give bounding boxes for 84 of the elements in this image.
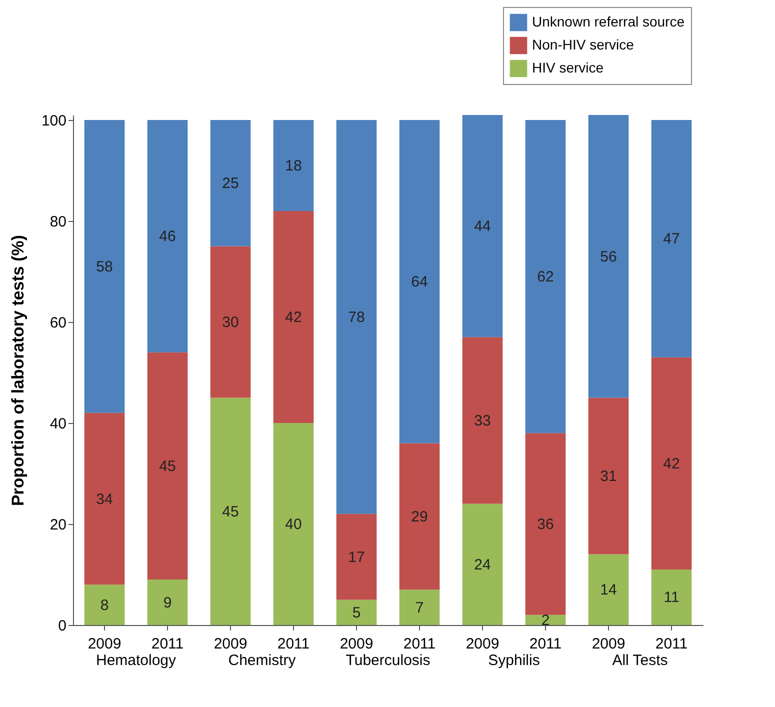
y-axis-title: Proportion of laboratory tests (%) — [8, 234, 28, 506]
bar — [147, 120, 188, 352]
data-label: 9 — [163, 594, 172, 612]
x-tick-label: 2009 — [214, 636, 248, 652]
bar — [399, 590, 440, 625]
data-label: 42 — [285, 308, 302, 326]
text: Syphilis — [488, 652, 540, 669]
data-label: 7 — [415, 599, 424, 616]
y-tick-label: 80 — [50, 214, 66, 231]
data-label: 45 — [159, 458, 176, 475]
data-label: 64 — [411, 274, 428, 291]
bar — [399, 443, 440, 590]
x-tick-label: 2011 — [655, 636, 688, 652]
data-label: 62 — [537, 268, 554, 286]
bar — [84, 120, 125, 413]
data-label: 45 — [222, 503, 239, 520]
bar — [273, 423, 314, 625]
bar — [525, 120, 566, 434]
bar — [588, 398, 629, 554]
bar — [588, 115, 629, 398]
data-label: 11 — [664, 589, 680, 606]
legend-label: Non-HIV service — [532, 36, 634, 52]
bar — [336, 120, 377, 514]
bar — [336, 514, 377, 600]
data-label: 34 — [96, 490, 113, 508]
data-label: 36 — [537, 516, 554, 534]
bar — [462, 115, 503, 338]
bar — [651, 120, 692, 358]
bar — [462, 504, 503, 625]
x-tick-label: 2009 — [88, 636, 122, 652]
data-label: 18 — [285, 157, 302, 174]
legend-label: HIV service — [532, 60, 604, 76]
data-label: 29 — [411, 508, 428, 526]
data-label: 44 — [474, 218, 491, 236]
text: All Tests — [612, 652, 668, 669]
data-label: 17 — [348, 548, 365, 566]
bar — [147, 352, 188, 580]
x-tick-label: 2011 — [277, 636, 310, 652]
bar — [84, 412, 125, 585]
data-label: 24 — [474, 556, 491, 574]
y-tick-label: 60 — [50, 314, 66, 332]
data-label: 8 — [100, 596, 109, 614]
bar — [588, 554, 629, 625]
data-label: 30 — [222, 314, 239, 332]
legend-label: Unknown referral source — [532, 14, 685, 30]
data-label: 78 — [348, 308, 365, 326]
bar — [210, 246, 251, 398]
data-label: 5 — [352, 604, 361, 622]
bar — [651, 569, 692, 625]
data-label: 33 — [474, 412, 491, 430]
x-tick-label: 2009 — [592, 636, 626, 652]
bar — [210, 120, 251, 246]
data-label: 25 — [222, 175, 239, 192]
x-tick-label: 2011 — [403, 636, 436, 652]
text: Hematology — [96, 652, 177, 669]
bar — [399, 120, 440, 444]
y-tick-label: 40 — [50, 416, 66, 433]
bar — [147, 580, 188, 625]
y-tick-label: 20 — [50, 516, 66, 534]
data-label: 47 — [663, 230, 680, 248]
bar — [210, 398, 251, 625]
bar — [273, 210, 314, 424]
bar — [84, 584, 125, 625]
data-label: 14 — [600, 582, 617, 599]
data-label: 31 — [600, 468, 617, 486]
data-label: 58 — [96, 258, 113, 276]
data-label: 42 — [663, 455, 680, 472]
bar — [651, 357, 692, 570]
bar — [273, 120, 314, 211]
x-tick-label: 2011 — [529, 636, 562, 652]
bar — [336, 600, 377, 625]
text: Chemistry — [228, 652, 296, 669]
x-tick-label: 2011 — [151, 636, 184, 652]
x-tick-label: 2009 — [340, 636, 374, 652]
data-label: 56 — [600, 248, 617, 266]
bar — [462, 337, 503, 504]
text: Tuberculosis — [346, 652, 430, 669]
bar — [525, 433, 566, 615]
data-label: 2 — [541, 612, 550, 629]
y-tick-label: 0 — [58, 618, 66, 634]
data-label: 40 — [285, 516, 302, 534]
data-label: 46 — [159, 228, 176, 246]
x-tick-label: 2009 — [466, 636, 500, 652]
y-tick-label: 100 — [41, 112, 66, 130]
